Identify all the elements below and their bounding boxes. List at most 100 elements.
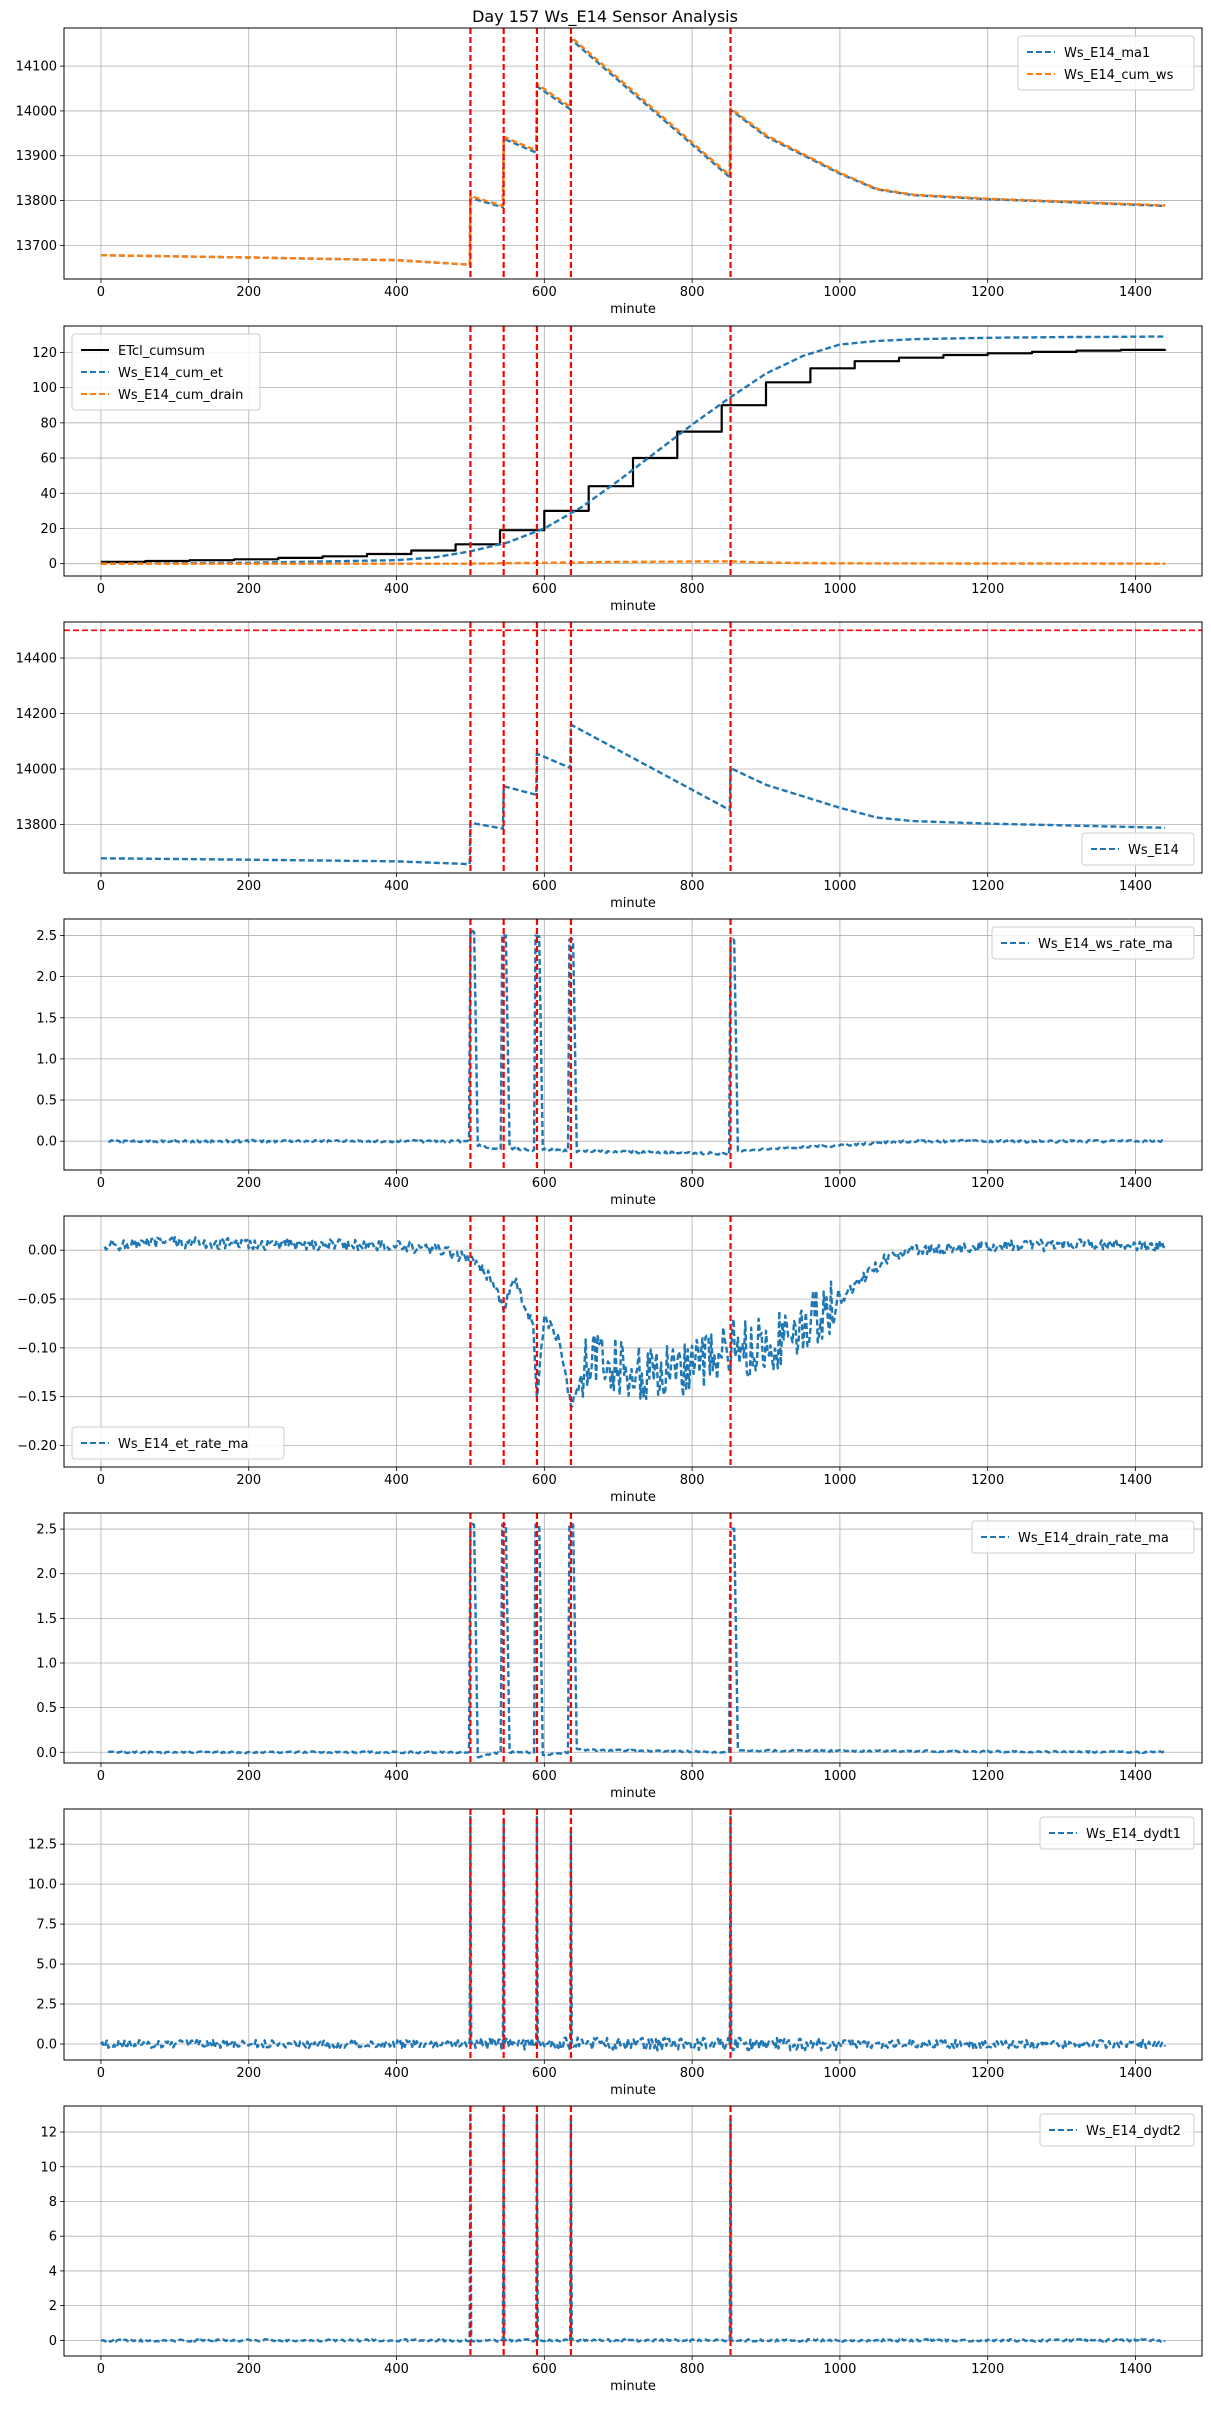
legend: Ws_E14_dydt2: [1039, 2113, 1195, 2147]
x-tick-label: 400: [384, 879, 409, 894]
x-axis-label: minute: [610, 896, 656, 911]
axes-frame: [63, 918, 1203, 1171]
y-tick-label: 1.0: [36, 1052, 57, 1067]
x-tick-label: 400: [384, 1176, 409, 1191]
y-tick-label: 2.5: [36, 1998, 57, 2013]
plot-area: [100, 335, 1167, 565]
x-tick-label: 400: [384, 582, 409, 597]
y-tick-label: 0.00: [28, 1244, 57, 1259]
x-tick-label: 200: [236, 1176, 261, 1191]
x-tick-label: 0: [97, 1769, 105, 1784]
legend: ETcl_cumsum Ws_E14_cum_et Ws_E14_cum_drain: [71, 333, 261, 411]
x-tick-label: 400: [384, 2362, 409, 2377]
legend-box: [1039, 1816, 1195, 1850]
x-tick-label: 1200: [971, 582, 1004, 597]
legend-entry: Ws_E14_ws_rate_ma: [1038, 937, 1173, 952]
x-tick-label: 0: [97, 1473, 105, 1488]
x-tick-label: 200: [236, 2066, 261, 2081]
legend-box: [1081, 832, 1195, 866]
x-tick-label: 200: [236, 582, 261, 597]
x-tick-label: 1400: [1119, 582, 1152, 597]
y-tick-label: 5.0: [36, 1958, 57, 1973]
y-tick-label: 2.5: [36, 1523, 57, 1538]
x-tick-label: 800: [680, 1473, 705, 1488]
series-line-1: [100, 38, 1166, 266]
legend-entry: Ws_E14_cum_drain: [118, 388, 243, 403]
y-tick-label: 14000: [16, 104, 57, 119]
legend-entry: Ws_E14_ma1: [1064, 46, 1150, 61]
y-tick-label: 12: [40, 2126, 57, 2141]
legend-box: [1039, 2113, 1195, 2147]
x-tick-label: 1400: [1119, 2066, 1152, 2081]
x-tick-label: 1000: [823, 2362, 856, 2377]
y-tick-label: 14000: [16, 762, 57, 777]
y-tick-label: 2: [49, 2299, 57, 2314]
y-tick-label: −0.05: [17, 1293, 57, 1308]
plot-area: [107, 1522, 1166, 1759]
x-tick-label: 1200: [971, 1769, 1004, 1784]
legend: Ws_E14: [1081, 832, 1195, 866]
legend: Ws_E14_ws_rate_ma: [991, 926, 1195, 960]
x-axis-label: minute: [610, 1490, 656, 1505]
x-tick-label: 1000: [823, 285, 856, 300]
legend-box: [71, 333, 261, 411]
y-tick-label: 12.5: [28, 1838, 57, 1853]
x-tick-label: 1400: [1119, 1176, 1152, 1191]
y-tick-label: 14100: [16, 60, 57, 75]
y-tick-label: 1.0: [36, 1657, 57, 1672]
x-tick-label: 800: [680, 582, 705, 597]
x-tick-label: 1200: [971, 2066, 1004, 2081]
legend-box: [991, 926, 1195, 960]
x-tick-label: 1000: [823, 1769, 856, 1784]
panel-3: 0 200 400 600 800 1000 1200 1400 13800 14000 14200…: [16, 621, 1203, 911]
y-tick-label: 8: [49, 2195, 57, 2210]
x-tick-label: 1000: [823, 1473, 856, 1488]
x-axis-label: minute: [610, 1193, 656, 1208]
x-tick-label: 1200: [971, 2362, 1004, 2377]
x-tick-label: 800: [680, 2066, 705, 2081]
y-tick-label: 0.0: [36, 1135, 57, 1150]
x-tick-label: 0: [97, 582, 105, 597]
x-tick-label: 800: [680, 1769, 705, 1784]
x-tick-label: 200: [236, 1473, 261, 1488]
y-tick-label: 13700: [16, 239, 57, 254]
plot-area: [103, 1235, 1167, 1408]
x-tick-label: 600: [532, 285, 557, 300]
series-line-1: [100, 723, 1166, 866]
panel-7: 0 200 400 600 800 1000 1200 1400 0.0 2.5 5.0 7.5 10.…: [28, 1808, 1203, 2098]
x-tick-label: 1000: [823, 879, 856, 894]
axes-frame: [63, 325, 1203, 577]
x-axis-label: minute: [610, 1786, 656, 1801]
x-tick-label: 1200: [971, 285, 1004, 300]
x-tick-label: 800: [680, 285, 705, 300]
x-tick-label: 400: [384, 285, 409, 300]
x-tick-label: 1400: [1119, 1769, 1152, 1784]
series-line-1: [99, 1815, 1167, 2052]
legend: Ws_E14_et_rate_ma: [71, 1426, 285, 1460]
series-line-1: [100, 2111, 1166, 2343]
x-tick-label: 200: [236, 2362, 261, 2377]
y-tick-label: 1.5: [36, 1011, 57, 1026]
y-tick-label: 20: [40, 522, 57, 537]
x-tick-label: 200: [236, 1769, 261, 1784]
y-tick-label: −0.15: [17, 1390, 57, 1405]
y-tick-label: 6: [49, 2230, 57, 2245]
legend-entry: Ws_E14_drain_rate_ma: [1018, 1531, 1169, 1546]
panel-2: 0 200 400 600 800 1000 1200 1400 0 20 40 60 80 100 120…: [32, 325, 1203, 614]
panel-4: 0 200 400 600 800 1000 1200 1400 0.0 0.5 1.0 1.5 2.0…: [36, 918, 1203, 1208]
panel-5: 0 200 400 600 800 1000 1200 1400 −0.20 −0.15 −0.10…: [17, 1215, 1203, 1505]
y-tick-label: 2.0: [36, 970, 57, 985]
series-line-2: [100, 335, 1166, 565]
y-tick-label: 40: [40, 487, 57, 502]
axes-frame: [63, 2105, 1203, 2357]
x-tick-label: 600: [532, 1176, 557, 1191]
x-tick-label: 800: [680, 879, 705, 894]
x-tick-label: 400: [384, 2066, 409, 2081]
axes-frame: [63, 1512, 1203, 1764]
x-tick-label: 600: [532, 1769, 557, 1784]
x-tick-label: 0: [97, 1176, 105, 1191]
x-tick-label: 1200: [971, 879, 1004, 894]
legend: Ws_E14_drain_rate_ma: [971, 1520, 1195, 1554]
x-tick-label: 1200: [971, 1176, 1004, 1191]
y-tick-label: 13800: [16, 194, 57, 209]
